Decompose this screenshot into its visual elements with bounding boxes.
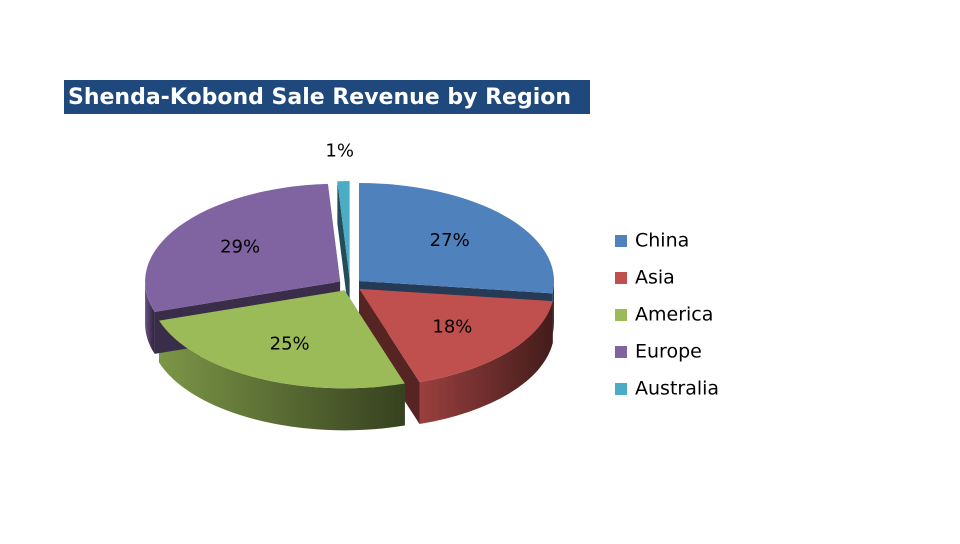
legend-label: China xyxy=(635,230,689,252)
slice-wall xyxy=(337,181,350,322)
legend-label: America xyxy=(635,304,713,326)
slice xyxy=(145,183,341,312)
legend-swatch xyxy=(615,346,627,358)
chart-title: Shenda-Kobond Sale Revenue by Region xyxy=(68,85,571,110)
slice-side xyxy=(552,281,555,336)
legend-label: Australia xyxy=(635,378,719,400)
data-label: 1% xyxy=(325,141,354,162)
legend-label: Europe xyxy=(635,341,702,363)
slice xyxy=(337,181,350,280)
legend-swatch xyxy=(615,235,627,247)
legend-swatch xyxy=(615,383,627,395)
data-label: 27% xyxy=(430,230,470,251)
legend-swatch xyxy=(615,272,627,284)
slice xyxy=(159,290,405,389)
slice-side xyxy=(419,301,553,425)
data-label: 25% xyxy=(270,333,310,354)
data-label: 29% xyxy=(220,236,260,257)
data-label: 18% xyxy=(432,317,472,338)
slice-side xyxy=(145,281,155,354)
title-box xyxy=(64,80,590,114)
slice-side xyxy=(159,320,405,431)
slice xyxy=(359,183,555,294)
legend-swatch xyxy=(615,309,627,321)
legend-label: Asia xyxy=(635,267,675,289)
slice xyxy=(359,288,553,383)
